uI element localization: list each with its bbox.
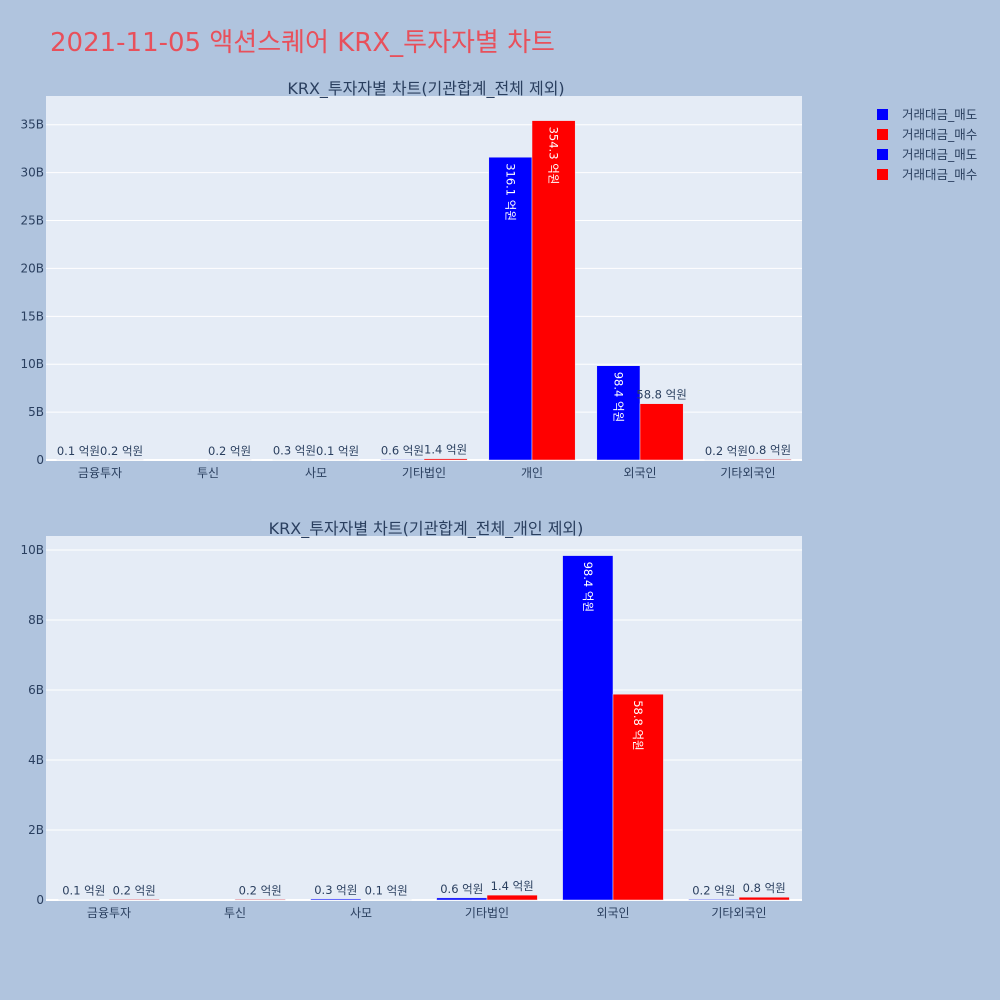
data-label: 0.2 억원 — [705, 444, 748, 458]
bar-sell — [562, 555, 614, 901]
legend-swatch — [877, 169, 888, 180]
data-label: 0.3 억원 — [273, 444, 316, 458]
bar-sell — [488, 156, 533, 461]
x-tick-label: 기타법인 — [465, 906, 509, 920]
data-label: 354.3 억원 — [547, 127, 561, 185]
x-tick-label: 외국인 — [596, 906, 629, 920]
x-tick-label: 투신 — [197, 466, 219, 480]
plot-area — [46, 536, 802, 900]
bar-buy — [639, 403, 684, 461]
data-label: 98.4 억원 — [581, 562, 595, 612]
y-tick-label: 0 — [36, 893, 44, 907]
chart-panel-1: 0 5B 10B 15B 20B 25B 30B 35B KRX_투자자별 차트(기관합계_전체… — [20, 79, 802, 480]
data-label: 0.2 억원 — [692, 883, 735, 897]
y-tick-label: 5B — [28, 405, 44, 419]
y-tick-label: 10B — [20, 543, 44, 557]
bar-buy — [531, 120, 576, 461]
y-tick-label: 25B — [20, 214, 44, 228]
data-label: 0.3 억원 — [314, 883, 357, 897]
data-label: 0.1 억원 — [57, 444, 100, 458]
x-tick-label: 외국인 — [623, 466, 656, 480]
data-label: 1.4 억원 — [491, 879, 534, 893]
bar-buy — [738, 896, 790, 901]
x-tick-label: 금융투자 — [78, 466, 122, 480]
y-tick-label: 4B — [28, 753, 44, 767]
data-label: 0.6 억원 — [440, 882, 483, 896]
y-tick-label: 35B — [20, 118, 44, 132]
data-label: 0.6 억원 — [381, 443, 424, 457]
chart-title: KRX_투자자별 차트(기관합계_전체_개인 제외) — [269, 519, 584, 539]
data-label: 316.1 억원 — [503, 163, 517, 221]
bar-sell — [436, 897, 488, 901]
bar-sell — [380, 459, 425, 461]
bar-sell — [310, 898, 362, 901]
legend-label: 거래대금_매수 — [902, 167, 977, 182]
x-tick-label: 개인 — [521, 466, 543, 480]
x-tick-label: 기타외국인 — [711, 906, 766, 920]
legend-swatch — [877, 129, 888, 140]
legend-label: 거래대금_매도 — [902, 147, 977, 162]
data-label: 0.1 억원 — [62, 884, 105, 898]
data-label: 0.1 억원 — [316, 444, 359, 458]
bar-buy — [234, 899, 286, 901]
bar-buy — [612, 693, 664, 901]
data-label: 58.8 억원 — [636, 388, 686, 402]
data-label: 0.2 억원 — [239, 883, 282, 897]
data-label: 58.8 억원 — [631, 700, 645, 750]
legend-swatch — [877, 109, 888, 120]
data-label: 1.4 억원 — [424, 443, 467, 457]
y-tick-label: 15B — [20, 309, 44, 323]
x-tick-label: 기타법인 — [402, 466, 446, 480]
bar-buy — [108, 899, 160, 901]
x-tick-label: 투신 — [224, 906, 246, 920]
data-label: 98.4 억원 — [611, 372, 625, 422]
y-tick-label: 20B — [20, 261, 44, 275]
y-tick-label: 10B — [20, 357, 44, 371]
bar-buy — [747, 458, 792, 461]
y-tick-label: 8B — [28, 613, 44, 627]
bar-buy — [423, 458, 468, 461]
data-label: 0.1 억원 — [365, 884, 408, 898]
data-label: 0.2 억원 — [113, 883, 156, 897]
legend-label: 거래대금_매수 — [902, 127, 977, 142]
chart-title: KRX_투자자별 차트(기관합계_전체 제외) — [287, 79, 564, 99]
legend-swatch — [877, 149, 888, 160]
bar-buy — [486, 894, 538, 901]
y-tick-label: 30B — [20, 166, 44, 180]
bar-sell — [688, 899, 740, 901]
data-label: 0.8 억원 — [748, 443, 791, 457]
x-tick-label: 사모 — [305, 466, 327, 480]
page-title: 2021-11-05 액션스퀘어 KRX_투자자별 차트 — [50, 28, 555, 58]
data-label: 0.2 억원 — [100, 444, 143, 458]
y-tick-label: 0 — [36, 453, 44, 467]
data-label: 0.8 억원 — [743, 881, 786, 895]
x-tick-label: 사모 — [350, 906, 372, 920]
y-tick-label: 6B — [28, 683, 44, 697]
y-tick-label: 2B — [28, 823, 44, 837]
x-tick-label: 금융투자 — [87, 906, 131, 920]
data-label: 0.2 억원 — [208, 444, 251, 458]
plot-area — [46, 96, 802, 460]
chart-panel-2: 0 2B 4B 6B 8B 10B KRX_투자자별 차트(기관합계_전체_개인 제외) 금융… — [20, 519, 802, 920]
x-tick-label: 기타외국인 — [720, 466, 775, 480]
bar-sell — [596, 365, 641, 461]
legend-label: 거래대금_매도 — [902, 107, 977, 122]
